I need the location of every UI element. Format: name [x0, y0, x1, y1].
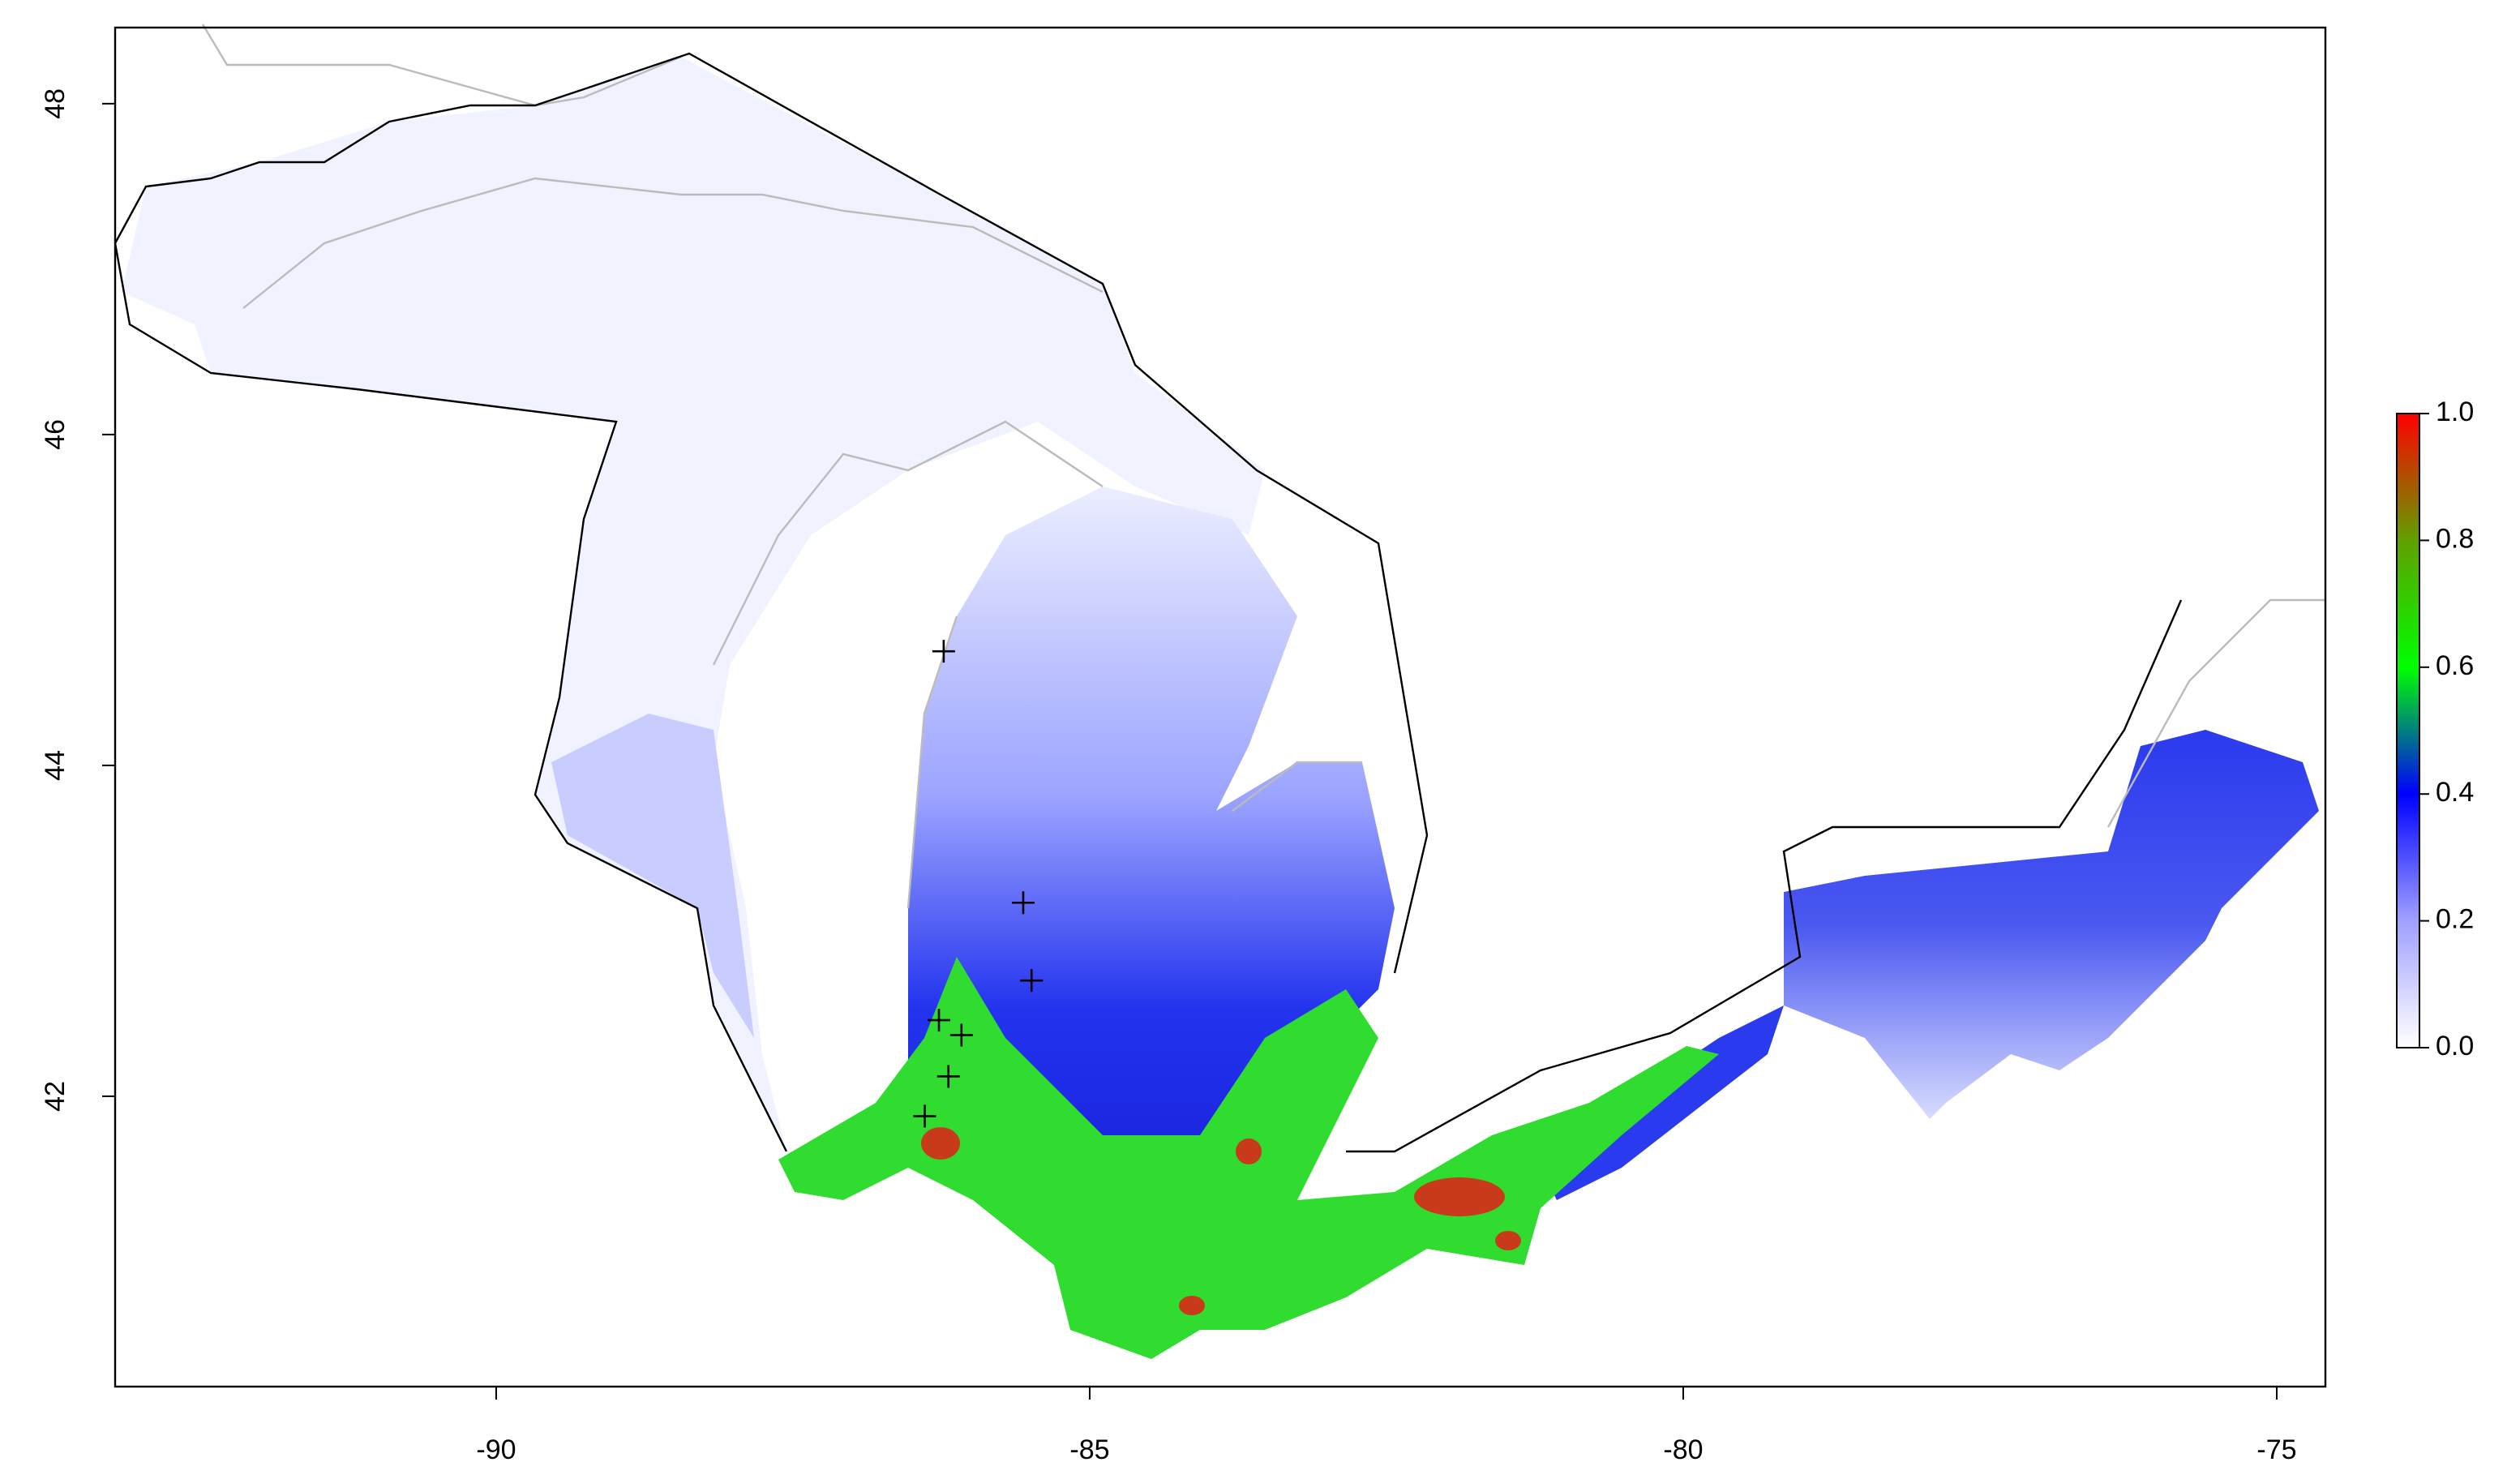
upper-region — [122, 57, 1265, 1151]
y-tick-label: 46 — [40, 419, 71, 450]
x-tick-label: -75 — [2256, 1434, 2296, 1465]
colorbar-tick-label: 1.0 — [2436, 397, 2474, 427]
hotspot — [1179, 1296, 1205, 1315]
y-tick-label: 44 — [40, 750, 71, 781]
plot-frame — [114, 26, 2327, 1388]
y-tick-label: 42 — [40, 1081, 71, 1112]
hotspot — [921, 1127, 960, 1160]
point — [1020, 969, 1044, 993]
new-york — [1784, 730, 2319, 1119]
border-line — [114, 52, 2183, 1153]
point — [949, 1023, 973, 1047]
point — [913, 1104, 936, 1128]
hotspot — [1495, 1231, 1521, 1250]
x-tick-label: -85 — [1069, 1434, 1109, 1465]
point — [936, 1065, 960, 1088]
hotspot — [1236, 1138, 1262, 1164]
colorbar-tick-label: 0.0 — [2436, 1031, 2474, 1061]
point — [928, 1009, 951, 1032]
lower-michigan — [908, 487, 1395, 1184]
wisconsin-blue — [551, 714, 754, 1038]
point — [1011, 891, 1035, 915]
point — [932, 640, 955, 663]
x-tick-label: -80 — [1663, 1434, 1703, 1465]
x-tick-label: -90 — [476, 1434, 516, 1465]
lake-outline — [201, 24, 2325, 909]
colorbar — [2396, 413, 2420, 1048]
colorbar-tick-label: 0.6 — [2436, 650, 2474, 681]
colorbar-tick-label: 0.8 — [2436, 523, 2474, 554]
colorbar-tick-label: 0.4 — [2436, 777, 2474, 808]
hotspot — [1414, 1177, 1505, 1216]
colorbar-tick-label: 0.2 — [2436, 904, 2474, 935]
hotspots — [921, 1127, 1521, 1315]
y-tick-label: 48 — [40, 88, 71, 119]
map-raster — [114, 24, 2325, 1359]
